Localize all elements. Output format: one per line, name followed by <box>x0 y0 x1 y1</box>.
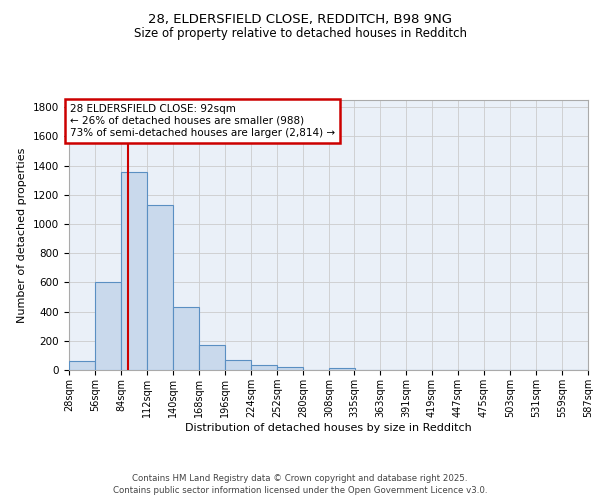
Bar <box>277 367 303 370</box>
Bar <box>121 172 147 370</box>
Bar <box>173 307 199 370</box>
X-axis label: Distribution of detached houses by size in Redditch: Distribution of detached houses by size … <box>185 422 472 432</box>
Text: Contains HM Land Registry data © Crown copyright and database right 2025.
Contai: Contains HM Land Registry data © Crown c… <box>113 474 487 495</box>
Y-axis label: Number of detached properties: Number of detached properties <box>17 148 28 322</box>
Text: 28, ELDERSFIELD CLOSE, REDDITCH, B98 9NG: 28, ELDERSFIELD CLOSE, REDDITCH, B98 9NG <box>148 12 452 26</box>
Bar <box>69 361 95 370</box>
Bar <box>95 282 121 370</box>
Text: Size of property relative to detached houses in Redditch: Size of property relative to detached ho… <box>133 28 467 40</box>
Bar <box>225 360 251 370</box>
Bar <box>329 368 355 370</box>
Bar <box>251 365 277 370</box>
Bar <box>199 345 225 370</box>
Text: 28 ELDERSFIELD CLOSE: 92sqm
← 26% of detached houses are smaller (988)
73% of se: 28 ELDERSFIELD CLOSE: 92sqm ← 26% of det… <box>70 104 335 138</box>
Bar <box>147 205 173 370</box>
